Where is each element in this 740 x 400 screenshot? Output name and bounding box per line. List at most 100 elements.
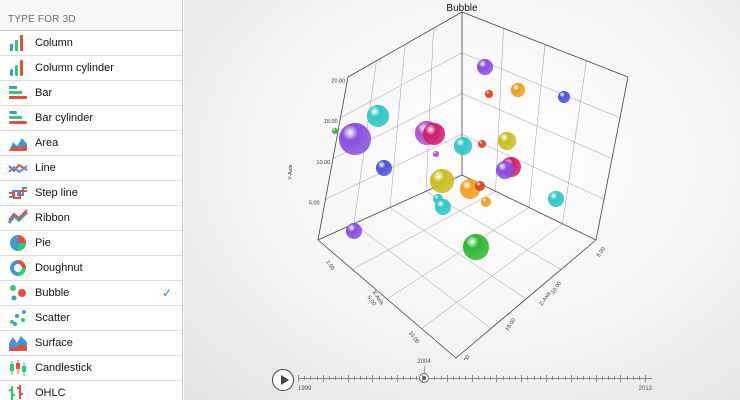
chart-type-item-candlestick[interactable]: Candlestick — [0, 356, 182, 381]
chart-type-item-surface[interactable]: Surface — [0, 331, 182, 356]
chart-type-item-bar[interactable]: Bar — [0, 81, 182, 106]
axis-edge — [455, 239, 597, 359]
timeline-tick — [298, 375, 299, 382]
chart-type-label: Scatter — [35, 312, 70, 324]
timeline-tick — [496, 375, 498, 382]
chart-type-item-column[interactable]: Column — [0, 31, 182, 56]
chart-title: Bubble — [446, 3, 478, 14]
chart-type-label: Surface — [35, 337, 73, 349]
grid-line — [386, 207, 530, 300]
chart-type-item-scatter[interactable]: Scatter — [0, 306, 182, 331]
checkmark-icon: ✓ — [161, 286, 172, 300]
timeline-current-marker — [424, 366, 426, 376]
timeline-tick — [484, 376, 485, 380]
bubble — [547, 190, 565, 208]
chart-type-list: Column Column cylinder Bar Bar cylinder Area… — [0, 31, 182, 400]
bar-chart-icon — [7, 83, 29, 103]
chart-type-item-area[interactable]: Area — [0, 131, 182, 156]
z-axis-label: Z-Axis — [539, 291, 553, 307]
chart-type-item-bar-cylinder[interactable]: Bar cylinder — [0, 106, 182, 131]
chart-type-item-line[interactable]: Line — [0, 156, 182, 181]
timeline-tick — [453, 376, 454, 380]
bubble — [345, 222, 363, 240]
bubble — [331, 127, 339, 135]
grid-line — [562, 60, 587, 224]
timeline-tick — [304, 376, 306, 380]
play-button[interactable] — [272, 369, 294, 391]
chart-type-item-bubble[interactable]: Bubble ✓ — [0, 281, 182, 306]
timeline-tick — [521, 375, 523, 382]
axis-edge — [317, 76, 349, 241]
timeline-tick — [384, 376, 386, 380]
x-tick-label: 10.00 — [407, 330, 420, 345]
axis-edge — [595, 76, 629, 241]
area-chart-icon — [7, 133, 29, 153]
bubble — [366, 104, 390, 128]
x-tick-label: 2.00 — [324, 260, 335, 272]
timeline-end-label: 2013 — [638, 386, 652, 392]
timeline-tick — [595, 375, 597, 382]
timeline-tick — [366, 376, 368, 380]
chart-type-label: Column — [35, 37, 73, 49]
timeline-tick — [409, 376, 411, 380]
bar-cylinder-chart-icon — [7, 108, 29, 128]
chart-area[interactable]: Bubble 20.00 15.00 10.00 5.00 Y-Axis 2.00 5.00… — [184, 0, 740, 400]
y-tick-label: 5.00 — [309, 201, 320, 207]
bubble — [338, 122, 372, 156]
grid-line — [389, 44, 406, 208]
timeline-tick — [502, 376, 504, 380]
axis-edge — [461, 11, 629, 78]
chart-type-item-column-cylinder[interactable]: Column cylinder — [0, 56, 182, 81]
x-tick-label: 5.00 — [366, 295, 377, 307]
sidebar-header: TYPE FOR 3D — [0, 0, 182, 31]
timeline-tick — [353, 376, 355, 380]
chart-type-item-ribbon[interactable]: Ribbon — [0, 206, 182, 231]
timeline-start-label: 1999 — [298, 386, 312, 392]
bubble-chart-icon — [7, 283, 29, 303]
chart-type-item-doughnut[interactable]: Doughnut — [0, 256, 182, 281]
y-tick-label: 15.00 — [324, 119, 338, 125]
timeline-tick — [428, 376, 430, 380]
timeline-tick — [459, 376, 461, 380]
timeline-tick — [403, 376, 405, 380]
scatter-chart-icon — [7, 308, 29, 328]
chart-type-label: Candlestick — [35, 362, 92, 374]
timeline-tick — [614, 376, 616, 380]
chart-type-label: Bar cylinder — [35, 112, 94, 124]
timeline-tick — [440, 376, 442, 380]
bubble — [462, 233, 490, 261]
timeline-track[interactable] — [298, 378, 652, 379]
z-tick-label: 20.00 — [459, 354, 472, 360]
chart-type-item-pie[interactable]: Pie — [0, 231, 182, 256]
bubble — [476, 58, 494, 76]
bubble — [495, 160, 515, 180]
grid-line — [425, 28, 434, 192]
chart-type-sidebar: TYPE FOR 3D Column Column cylinder Bar Bar … — [0, 0, 183, 400]
timeline-tick — [471, 375, 473, 382]
chart-type-item-step-line[interactable]: Step line — [0, 181, 182, 206]
timeline-tick — [577, 376, 578, 380]
timeline-tick — [446, 375, 448, 382]
bubble-chart-3d[interactable]: 20.00 15.00 10.00 5.00 Y-Axis 2.00 5.00 10.00 15… — [184, 0, 740, 360]
chart-type-label: Line — [35, 162, 56, 174]
timeline-tick — [533, 376, 535, 380]
bubble — [429, 168, 455, 194]
bubble — [480, 196, 492, 208]
chart-type-item-ohlc[interactable]: OHLC — [0, 381, 182, 400]
z-tick-label: 15.00 — [504, 318, 517, 333]
bubble — [474, 180, 486, 192]
bubble — [453, 136, 473, 156]
timeline-tick — [583, 376, 585, 380]
timeline-tick — [434, 376, 436, 380]
chart-type-label: Ribbon — [35, 212, 70, 224]
surface-chart-icon — [7, 333, 29, 353]
timeline-tick — [415, 376, 417, 380]
chart-type-label: Step line — [35, 187, 78, 199]
ribbon-chart-icon — [7, 208, 29, 228]
timeline-slider[interactable]: 1999 2013 — [298, 372, 652, 394]
chart-type-label: Bubble — [35, 287, 70, 299]
z-tick-label: 10.00 — [550, 281, 563, 296]
bubble — [434, 198, 452, 216]
timeline-tick — [422, 375, 423, 382]
